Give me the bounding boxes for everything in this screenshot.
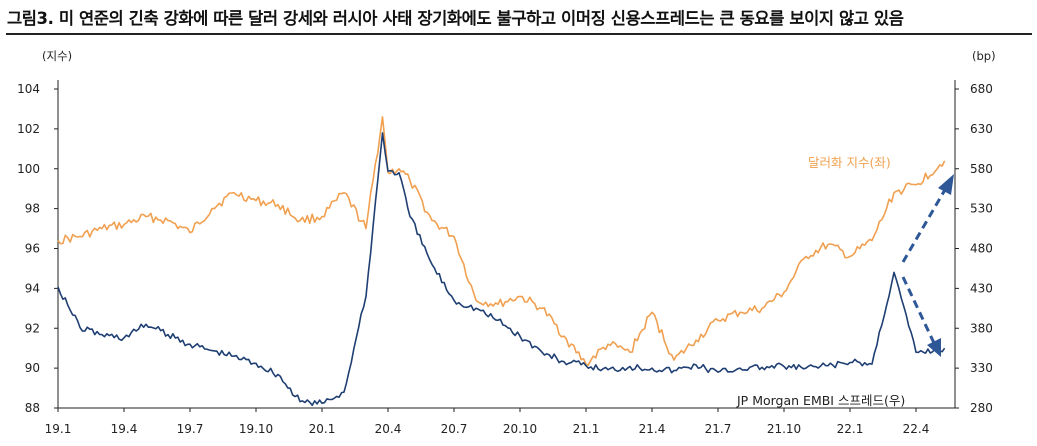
x-tick-label: 22.1 [837, 422, 864, 436]
right-tick-label: 480 [970, 242, 993, 256]
x-tick-label: 19.10 [239, 422, 273, 436]
legend-label-dollar: 달러화 지수(좌) [808, 155, 891, 170]
left-axis-unit: (지수) [42, 49, 72, 63]
title-underline [6, 33, 1032, 35]
left-tick-label: 94 [25, 281, 40, 295]
left-tick-label: 98 [25, 202, 40, 216]
arrow-up [901, 187, 948, 263]
dollar-index-line [57, 116, 946, 366]
x-tick-label: 21.1 [573, 422, 600, 436]
right-tick-label: 630 [970, 122, 993, 136]
x-tick-label: 19.7 [177, 422, 204, 436]
right-tick-label: 380 [970, 321, 993, 335]
legend-label-embi: JP Morgan EMBI 스프레드(우) [736, 393, 905, 408]
left-tick-label: 102 [17, 122, 40, 136]
series-lines [57, 116, 946, 407]
right-tick-label: 680 [970, 82, 993, 96]
x-tick-label: 19.1 [45, 422, 72, 436]
left-tick-label: 104 [17, 82, 40, 96]
x-tick-label: 21.10 [767, 422, 801, 436]
x-tick-label: 22.4 [903, 422, 930, 436]
left-tick-label: 96 [25, 242, 40, 256]
left-tick-label: 100 [17, 162, 40, 176]
x-tick-label: 20.1 [309, 422, 336, 436]
x-tick-label: 20.10 [503, 422, 537, 436]
right-tick-label: 430 [970, 281, 993, 295]
left-tick-label: 90 [25, 361, 40, 375]
x-tick-label: 19.4 [111, 422, 138, 436]
x-axis-ticks: 19.1 19.4 19.7 19.10 20.1 20.4 20.7 20.10 21.1 21… [45, 408, 930, 436]
arrow-up-head [938, 174, 954, 195]
right-tick-label: 330 [970, 361, 993, 375]
x-tick-label: 20.7 [441, 422, 468, 436]
arrow-down-head [927, 338, 941, 357]
x-tick-label: 21.4 [639, 422, 666, 436]
right-tick-label: 530 [970, 202, 993, 216]
x-tick-label: 20.4 [375, 422, 402, 436]
left-axis-ticks: 88 90 92 94 96 98 100 102 104 [17, 82, 58, 415]
right-axis-ticks: 280 330 380 430 480 530 580 630 680 [955, 82, 993, 415]
embi-spread-line [57, 132, 946, 407]
left-tick-label: 88 [25, 401, 40, 415]
chart-title: 그림3. 미 연준의 긴축 강화에 따른 달러 강세와 러시아 사태 장기화에도… [7, 9, 904, 28]
left-tick-label: 92 [25, 321, 40, 335]
x-tick-label: 21.7 [705, 422, 732, 436]
right-axis-unit: (bp) [972, 49, 996, 63]
right-tick-label: 580 [970, 162, 993, 176]
right-tick-label: 280 [970, 401, 993, 415]
arrow-down [901, 276, 936, 344]
